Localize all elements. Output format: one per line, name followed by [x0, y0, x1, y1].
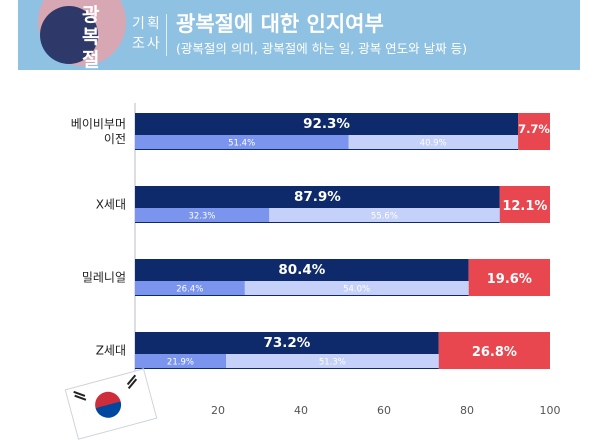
bar-unaware [518, 113, 550, 150]
category-label: 이전 [104, 132, 126, 146]
category-label: X세대 [96, 198, 126, 212]
bar-aware-label: 87.9% [294, 189, 341, 205]
chart-subtitle: (광복절의 의미, 광복절에 하는 일, 광복 연도와 날짜 등) [176, 41, 467, 56]
bar-unaware [499, 186, 550, 223]
bar-sub-1 [135, 354, 226, 368]
category-label: Z세대 [96, 344, 126, 358]
bar-unaware-label: 12.1% [502, 199, 547, 214]
survey-tag-line-1: 기획 [132, 16, 162, 32]
survey-tag-line-2: 조사 [132, 36, 162, 52]
category-label: 밀레니얼 [82, 271, 126, 285]
title-badge-emblem [40, 6, 98, 64]
bar-unaware-label: 19.6% [487, 272, 532, 287]
bar-sub-1 [135, 208, 270, 222]
bar-sub-1-label: 51.4% [228, 139, 255, 149]
bar-sub-1 [135, 135, 349, 149]
bar-sub-2 [348, 135, 519, 149]
bar-sub-2 [225, 354, 439, 368]
taegeuk-symbol [92, 388, 125, 421]
chart-title: 광복절에 대한 인지여부 [176, 12, 384, 36]
bar-sub-1 [135, 281, 245, 295]
bar-aware-label: 92.3% [303, 116, 350, 132]
bar-sub-2-label: 55.6% [371, 212, 398, 222]
x-tick-label: 80 [460, 404, 474, 417]
header-divider [166, 14, 167, 56]
badge-char-2: 복 [82, 26, 100, 48]
bar-unaware [468, 259, 550, 296]
x-tick-label: 60 [377, 404, 391, 417]
bar-sub-2-label: 51.3% [319, 358, 346, 368]
bar-unaware-label: 26.8% [472, 345, 517, 360]
survey-tag: 기획 조사 [132, 14, 162, 54]
bar-sub-2 [244, 281, 469, 295]
bar-sub-1-label: 32.3% [189, 212, 216, 222]
bar-aware-label: 80.4% [278, 262, 325, 278]
badge-char-1: 광 [82, 4, 100, 26]
badge-char-3: 절 [82, 49, 100, 71]
bar-sub-2-label: 40.9% [420, 139, 447, 149]
bar-sub-1-label: 26.4% [176, 285, 203, 295]
category-label: 베이비부머 [71, 117, 126, 131]
x-tick-label: 40 [294, 404, 308, 417]
bar-unaware-label: 7.7% [518, 122, 550, 136]
bar-sub-1-label: 21.9% [167, 358, 194, 368]
bar-sub-2 [269, 208, 500, 222]
bar-aware-label: 73.2% [263, 335, 310, 351]
bar-unaware [438, 332, 550, 369]
bar-sub-2-label: 54.0% [343, 285, 370, 295]
x-tick-label: 20 [211, 404, 225, 417]
x-tick-label: 100 [540, 404, 561, 417]
